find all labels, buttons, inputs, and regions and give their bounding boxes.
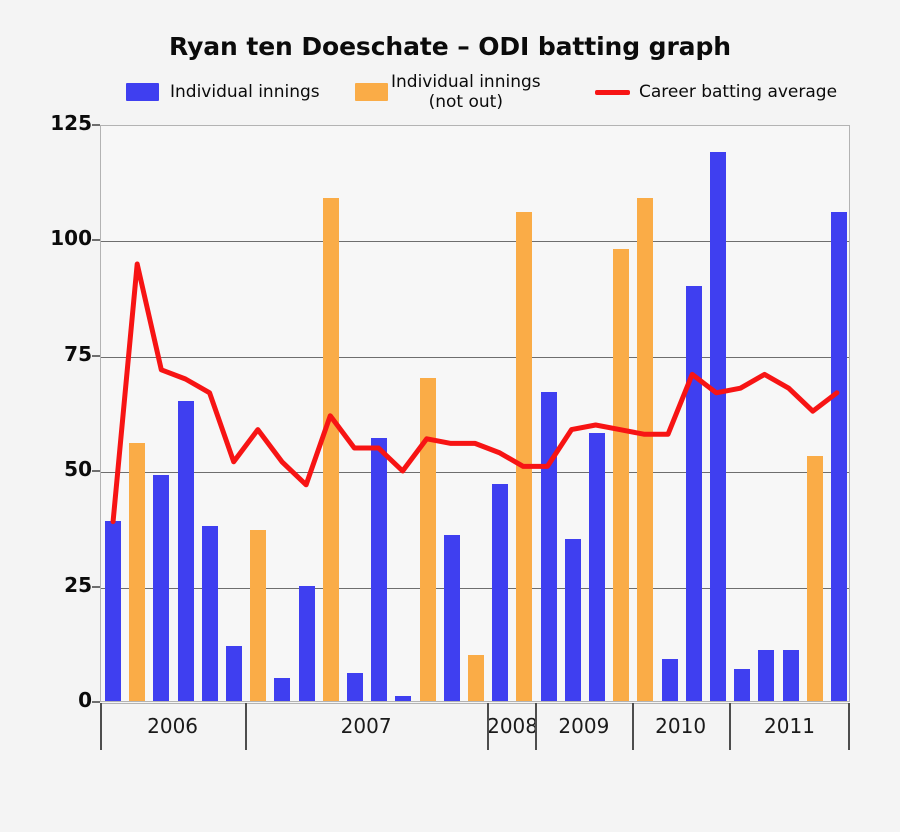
bar-innings bbox=[443, 534, 460, 701]
bar-innings bbox=[734, 668, 751, 701]
x-axis-year-label-2007: 2007 bbox=[340, 714, 392, 738]
bar-innings bbox=[540, 391, 557, 701]
bar-innings bbox=[685, 285, 702, 701]
x-axis-separator bbox=[632, 703, 635, 750]
bar-innings-not-out bbox=[516, 211, 533, 701]
gridline bbox=[101, 587, 849, 589]
bar-innings-not-out bbox=[322, 197, 339, 701]
x-axis-separator bbox=[100, 703, 102, 750]
y-axis-tick-label: 125 bbox=[50, 111, 92, 135]
bar-innings-not-out bbox=[419, 377, 436, 701]
bar-innings-not-out bbox=[637, 197, 654, 701]
legend-color-swatch-icon bbox=[355, 83, 388, 101]
x-axis-separator bbox=[729, 703, 732, 750]
bar-innings-not-out bbox=[129, 442, 146, 701]
bar-innings bbox=[153, 474, 170, 701]
career-average-polyline bbox=[113, 264, 837, 522]
chart-title: Ryan ten Doeschate – ODI batting graph bbox=[169, 32, 731, 61]
legend-label: Individual innings (not out) bbox=[391, 72, 541, 112]
career-average-line bbox=[101, 126, 849, 701]
bar-innings bbox=[177, 400, 194, 701]
gridline bbox=[101, 472, 849, 474]
bar-innings bbox=[395, 696, 412, 701]
legend-label: Individual innings bbox=[170, 82, 320, 102]
y-axis-tick-label: 0 bbox=[78, 688, 92, 712]
y-axis-tick-mark bbox=[92, 354, 100, 357]
plot-area bbox=[100, 125, 850, 702]
bar-innings-not-out bbox=[250, 530, 267, 701]
x-axis-year-label-2011: 2011 bbox=[764, 714, 815, 738]
y-axis-tick-label: 50 bbox=[64, 457, 92, 482]
bar-innings bbox=[105, 520, 122, 701]
bar-innings bbox=[226, 645, 243, 701]
bar-innings bbox=[298, 585, 315, 701]
bar-innings-not-out bbox=[613, 248, 630, 701]
x-axis-top-rule bbox=[100, 703, 850, 704]
bar-innings bbox=[758, 650, 775, 701]
y-axis: 0 25 50 75 100 125 bbox=[16, 111, 100, 712]
x-axis-separator bbox=[535, 703, 538, 750]
y-axis-tick-mark bbox=[92, 470, 100, 473]
legend-label: Career batting average bbox=[639, 82, 838, 102]
y-axis-tick-mark bbox=[92, 585, 100, 588]
x-axis: 2006 2007 2008 2009 2010 2011 bbox=[100, 703, 850, 750]
gridline bbox=[101, 241, 849, 243]
bar-innings bbox=[564, 539, 581, 701]
x-axis-year-label-2010: 2010 bbox=[655, 714, 707, 738]
chart-legend: Individual innings Individual innings (no… bbox=[0, 72, 900, 112]
x-axis-separator bbox=[487, 703, 490, 750]
legend-line-swatch-icon bbox=[595, 90, 630, 95]
bar-innings bbox=[371, 437, 388, 701]
bar-innings bbox=[830, 211, 847, 701]
legend-color-swatch-icon bbox=[126, 83, 159, 101]
y-axis-tick-mark bbox=[92, 239, 100, 242]
y-axis-tick-label: 100 bbox=[50, 226, 92, 251]
gridline bbox=[101, 356, 849, 358]
bar-innings bbox=[347, 673, 364, 701]
y-axis-tick-label: 75 bbox=[64, 341, 92, 366]
y-axis-tick-mark bbox=[92, 701, 100, 703]
bar-innings bbox=[709, 151, 726, 701]
x-axis-year-label-2006: 2006 bbox=[147, 714, 199, 738]
bar-innings bbox=[492, 484, 509, 701]
x-axis-year-label-2008: 2008 bbox=[487, 714, 538, 738]
bar-innings-not-out bbox=[806, 456, 823, 701]
bar-innings bbox=[782, 650, 799, 701]
x-axis-separator bbox=[245, 703, 248, 750]
bar-innings bbox=[201, 525, 218, 701]
bar-innings bbox=[661, 659, 678, 701]
x-axis-year-label-2009: 2009 bbox=[558, 714, 610, 738]
bar-innings bbox=[588, 433, 605, 701]
y-axis-tick-mark bbox=[92, 124, 100, 126]
y-axis-tick-label: 25 bbox=[64, 572, 92, 597]
bar-innings-not-out bbox=[468, 654, 484, 701]
x-axis-separator bbox=[848, 703, 850, 750]
bar-innings bbox=[274, 677, 291, 701]
